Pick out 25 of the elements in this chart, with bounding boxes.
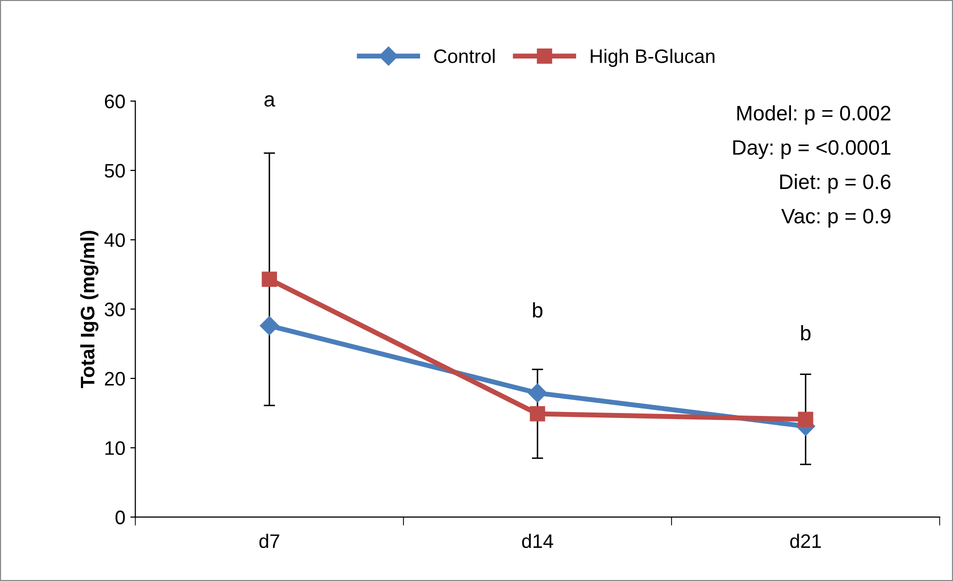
x-tick-label: d21 bbox=[790, 534, 821, 548]
y-tick-label: 0 bbox=[116, 510, 125, 524]
point bbox=[260, 316, 279, 336]
annotation: b bbox=[801, 325, 811, 340]
y-tick-label: 60 bbox=[104, 94, 125, 108]
point bbox=[530, 406, 546, 422]
y-axis-title: Total IgG (mg/ml) bbox=[80, 230, 98, 388]
point bbox=[262, 272, 278, 287]
y-tick-label: 20 bbox=[104, 372, 125, 386]
annotation: Diet: p = 0.6 bbox=[780, 174, 890, 194]
point bbox=[798, 412, 814, 427]
y-tick-label: 50 bbox=[104, 164, 125, 178]
y-tick-label: 30 bbox=[104, 302, 125, 316]
legend-label: Control bbox=[434, 48, 495, 64]
annotation: Model: p = 0.002 bbox=[737, 105, 890, 125]
annotation: a bbox=[264, 95, 276, 107]
y-tick-label: 40 bbox=[104, 233, 125, 247]
annotation: b bbox=[533, 302, 542, 318]
x-tick-label: d7 bbox=[259, 534, 280, 548]
legend-label: High B-Glucan bbox=[590, 48, 714, 67]
annotation: Vac: p = 0.9 bbox=[781, 208, 890, 228]
annotation: Day: p = <0.0001 bbox=[733, 140, 890, 159]
y-tick-label: 10 bbox=[105, 441, 125, 455]
point bbox=[528, 383, 548, 403]
x-tick-label: d14 bbox=[522, 534, 554, 548]
